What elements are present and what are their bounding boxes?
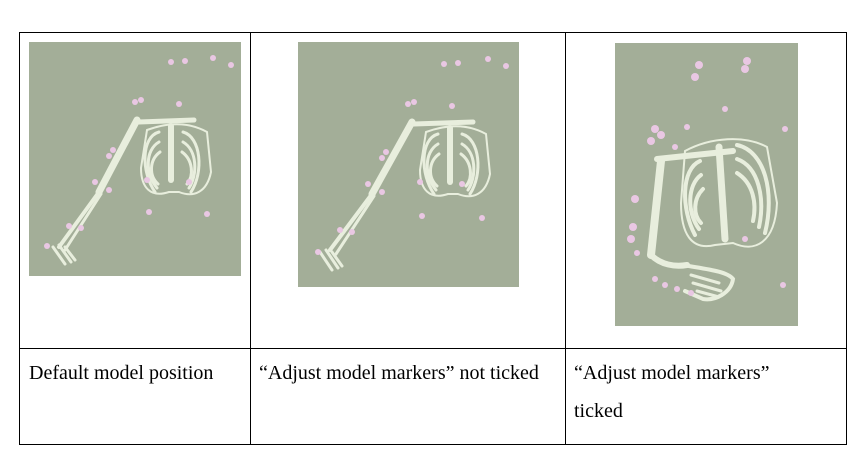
- table-divider-row: [19, 348, 847, 349]
- render-image-adjusted: [615, 43, 798, 326]
- table-border-right: [846, 32, 847, 445]
- caption-not-ticked: “Adjust model markers” not ticked: [259, 362, 539, 384]
- skeleton-render: [627, 57, 788, 302]
- skeleton-render: [315, 56, 509, 272]
- table-border-left: [19, 32, 20, 445]
- caption-ticked: “Adjust model markers” ticked: [574, 362, 770, 422]
- table-border-top: [19, 32, 847, 33]
- table-border-bottom: [19, 444, 847, 445]
- skeleton-render: [44, 55, 234, 266]
- figure-table: Default model position “Adjust model mar…: [19, 32, 847, 445]
- table-divider-col-2: [565, 32, 566, 445]
- render-image-not-adjusted: [298, 42, 519, 287]
- table-divider-col-1: [250, 32, 251, 445]
- render-image-default: [29, 42, 241, 276]
- caption-default: Default model position: [29, 362, 214, 384]
